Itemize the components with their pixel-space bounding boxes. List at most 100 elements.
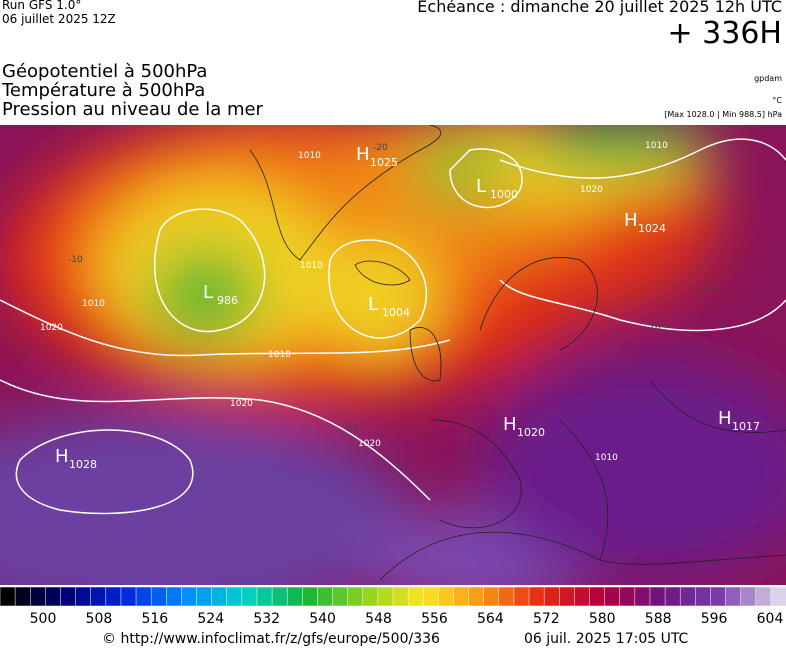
colorbar-swatch <box>150 586 168 607</box>
center-letter: L <box>368 294 378 315</box>
isobar-label: 1020 <box>230 399 253 409</box>
isobar-label: 1010 <box>645 141 668 151</box>
colorbar-swatch <box>438 586 455 607</box>
center-value: 1025 <box>370 156 398 169</box>
colorbar-swatch <box>770 586 786 607</box>
title: Géopotentiel à 500hPa <box>2 61 208 82</box>
isobar-label: 1020 <box>358 439 381 449</box>
colorbar-swatch <box>332 586 349 607</box>
center-value: 1020 <box>517 426 545 439</box>
isobar-label: 1010 <box>298 151 321 161</box>
colorbar-label: 580 <box>589 611 616 627</box>
colorbar-swatch <box>407 586 424 607</box>
temperature-label: -20 <box>373 143 388 153</box>
isobar-label: 1010 <box>82 299 105 309</box>
isobar-label: 1020 <box>580 185 603 195</box>
colorbar-swatch <box>679 586 697 607</box>
colorbar-swatch <box>725 586 742 607</box>
center-value: 986 <box>217 294 238 307</box>
colorbar-swatch <box>453 586 470 607</box>
temperature-label: -10 <box>646 323 661 333</box>
colorbar-label: 500 <box>30 611 57 627</box>
colorbar-swatch <box>362 586 379 607</box>
unit: gpdam <box>754 74 782 83</box>
colorbar-swatch <box>528 586 545 607</box>
colorbar-swatch <box>60 586 77 607</box>
colorbar-swatch <box>196 586 213 607</box>
lead-time: + 336H <box>667 16 783 51</box>
center-letter: H <box>503 414 517 435</box>
run-date: 06 juillet 2025 12Z <box>2 12 116 26</box>
colorbar-swatch <box>226 586 243 607</box>
colorbar-swatch <box>498 586 515 607</box>
echeance: Echéance : dimanche 20 juillet 2025 12h … <box>417 0 782 16</box>
center-value: 1024 <box>638 222 666 235</box>
colorbar-swatch <box>105 586 122 607</box>
colorbar-swatch <box>75 586 92 607</box>
colorbar-swatch <box>317 586 334 607</box>
center-letter: H <box>624 210 638 231</box>
center-value: 1028 <box>69 458 97 471</box>
colorbar-swatch <box>619 586 636 607</box>
colorbar-label: 516 <box>141 611 168 627</box>
colorbar-swatch <box>271 586 288 607</box>
title: Température à 500hPa <box>2 80 206 101</box>
footer-timestamp: 06 juil. 2025 17:05 UTC <box>524 631 689 647</box>
colorbar-swatch <box>559 586 576 607</box>
center-letter: H <box>356 144 370 165</box>
colorbar-swatch <box>45 586 62 607</box>
colorbar-swatch <box>90 586 107 607</box>
isobar-label: 1010 <box>595 453 618 463</box>
colorbar-swatch <box>710 586 727 607</box>
center-letter: L <box>203 282 213 303</box>
colorbar-label: 508 <box>86 611 113 627</box>
colorbar-label: 556 <box>421 611 448 627</box>
colorbar-label: 540 <box>309 611 336 627</box>
colorbar-label: 596 <box>701 611 728 627</box>
unit: °C <box>772 96 782 105</box>
center-value: 1004 <box>382 306 410 319</box>
colorbar-swatch <box>377 586 394 607</box>
colorbar-swatch <box>695 586 712 607</box>
colorbar-swatch <box>740 586 757 607</box>
temperature-label: -10 <box>700 285 715 295</box>
isobar-label: 1010 <box>268 350 291 360</box>
colorbar-label: 524 <box>197 611 224 627</box>
colorbar-label: 564 <box>477 611 504 627</box>
colorbar-swatch <box>589 586 606 607</box>
colorbar-swatch <box>29 586 47 607</box>
colorbar-swatch <box>241 586 258 607</box>
run: Run GFS 1.0° <box>2 0 82 12</box>
coastlines <box>249 125 786 581</box>
colorbar-swatch <box>543 586 561 607</box>
colorbar-swatch <box>0 586 16 607</box>
colorbar-swatch <box>302 586 319 607</box>
colorbar-swatch <box>483 586 500 607</box>
colorbar-swatch <box>347 586 364 607</box>
center-value: 1017 <box>732 420 760 433</box>
colorbar-label: 588 <box>645 611 672 627</box>
isobars <box>0 138 786 515</box>
colorbar-swatch <box>649 586 666 607</box>
footer-url: © http://www.infoclimat.fr/z/gfs/europe/… <box>102 631 440 647</box>
isobar-label: 1010 <box>300 261 323 271</box>
colorbar-swatch <box>286 586 304 607</box>
colorbar-swatch <box>120 586 137 607</box>
colorbar-swatch <box>211 586 228 607</box>
colorbar-label: 604 <box>757 611 784 627</box>
field <box>0 125 786 585</box>
temperature-label: -10 <box>344 423 359 433</box>
colorbar-swatch <box>166 586 183 607</box>
colorbar-label: 572 <box>533 611 560 627</box>
colorbar-swatch <box>256 586 273 607</box>
center-letter: H <box>718 408 732 429</box>
colorbar-label: 548 <box>365 611 392 627</box>
colorbar-label: 532 <box>253 611 280 627</box>
colorbar-swatch <box>664 586 681 607</box>
colorbar-swatch <box>468 586 485 607</box>
unit: [Max 1028.0 | Min 988.5] hPa <box>664 110 782 119</box>
temperature-label: -10 <box>68 255 83 265</box>
center-letter: H <box>55 446 69 467</box>
